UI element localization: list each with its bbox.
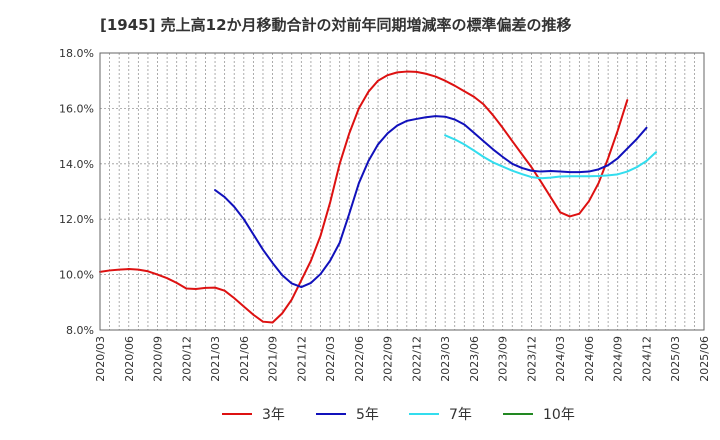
x-tick-label: 2025/06 — [698, 336, 711, 382]
x-tick-label: 2020/12 — [180, 336, 193, 382]
legend-label: 10年 — [543, 407, 575, 423]
series-line — [214, 115, 648, 289]
legend-item: 5年 — [316, 407, 379, 423]
x-axis-ticks: 2020/03 2020/06 2020/09 2020/12 2021/03 2021/… — [94, 336, 711, 382]
x-tick-label: 2020/09 — [152, 336, 165, 382]
y-tick-label: 10.0% — [59, 269, 94, 282]
legend-label: 7年 — [449, 407, 472, 423]
legend: 3年 5年 7年 10年 — [222, 407, 575, 423]
legend-item: 3年 — [222, 407, 285, 423]
x-tick-label: 2023/06 — [468, 336, 481, 382]
plot-background — [100, 53, 704, 330]
x-tick-label: 2021/03 — [209, 336, 222, 382]
x-tick-label: 2025/03 — [669, 336, 682, 382]
x-tick-label: 2021/09 — [267, 336, 280, 382]
x-tick-label: 2023/12 — [525, 336, 538, 382]
x-tick-label: 2020/06 — [123, 336, 136, 382]
plot-border — [99, 52, 705, 331]
x-tick-label: 2022/03 — [324, 336, 337, 382]
chart-title: [1945] 売上高12か月移動合計の対前年同期増減率の標準偏差の推移 — [100, 16, 572, 34]
x-tick-label: 2022/06 — [353, 336, 366, 382]
x-tick-label: 2024/06 — [583, 336, 596, 382]
series-line — [99, 70, 629, 324]
x-tick-label: 2023/03 — [439, 336, 452, 382]
legend-label: 3年 — [262, 407, 285, 423]
series-lines — [99, 70, 658, 324]
grid — [100, 53, 704, 330]
x-tick-label: 2021/06 — [238, 336, 251, 382]
x-tick-label: 2021/12 — [295, 336, 308, 382]
x-tick-label: 2022/09 — [382, 336, 395, 382]
y-tick-label: 18.0% — [59, 47, 94, 60]
y-tick-label: 8.0% — [66, 324, 94, 337]
x-tick-label: 2020/03 — [94, 336, 107, 382]
legend-item: 7年 — [409, 407, 472, 423]
legend-label: 5年 — [356, 407, 379, 423]
series-line — [444, 134, 658, 180]
legend-item: 10年 — [503, 407, 575, 423]
x-tick-label: 2024/03 — [554, 336, 567, 382]
x-tick-label: 2024/09 — [612, 336, 625, 382]
y-tick-label: 12.0% — [59, 213, 94, 226]
x-tick-label: 2024/12 — [640, 336, 653, 382]
y-tick-label: 14.0% — [59, 158, 94, 171]
x-tick-label: 2022/12 — [410, 336, 423, 382]
x-tick-label: 2023/09 — [497, 336, 510, 382]
y-axis-ticks: 8.0% 10.0% 12.0% 14.0% 16.0% 18.0% — [59, 47, 94, 337]
y-tick-label: 16.0% — [59, 102, 94, 115]
